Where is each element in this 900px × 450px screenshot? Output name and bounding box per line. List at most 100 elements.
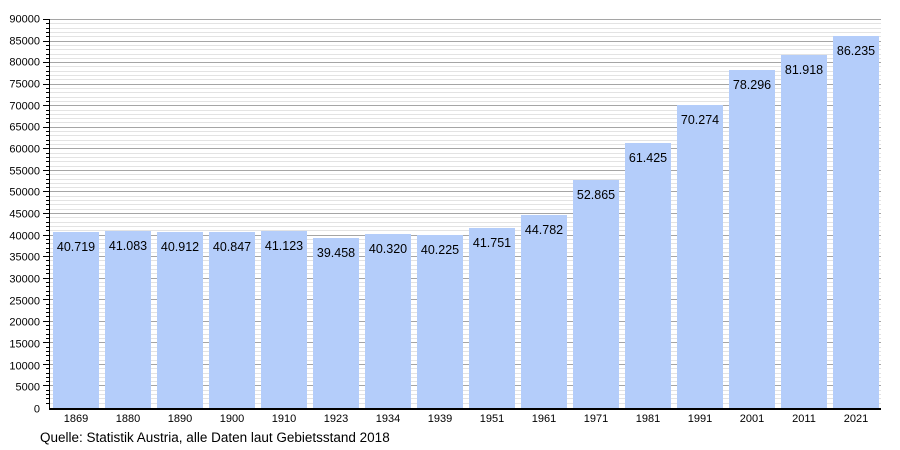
y-axis-tick — [43, 62, 50, 64]
y-axis-tick — [46, 165, 50, 167]
bar-slot: 78.296 2001 — [726, 20, 778, 425]
y-axis-tick — [46, 113, 50, 115]
y-axis-tick — [46, 178, 50, 180]
y-axis-tick — [43, 256, 50, 258]
y-axis-tick-label: 40000 — [9, 230, 40, 243]
y-axis-tick — [46, 92, 50, 94]
y-axis-tick-label: 30000 — [9, 273, 40, 286]
x-axis-tick-label: 1981 — [635, 413, 661, 425]
y-axis-tick — [43, 191, 50, 193]
y-axis-tick — [46, 273, 50, 275]
y-axis-tick — [46, 118, 50, 120]
bar-value-label: 40.912 — [160, 239, 200, 254]
x-axis-tick-label: 1910 — [271, 413, 297, 425]
y-axis-tick — [46, 368, 50, 370]
y-axis-tick — [46, 144, 50, 146]
y-axis-tick — [43, 213, 50, 214]
y-axis-tick — [43, 126, 50, 128]
x-axis-tick-label: 1880 — [115, 413, 141, 425]
y-axis-tick-label: 55000 — [9, 165, 40, 178]
y-axis-tick — [46, 389, 50, 391]
y-axis-tick-label: 85000 — [9, 35, 40, 48]
bar-1880: 41.083 — [105, 230, 151, 408]
y-axis-tick — [46, 57, 50, 59]
y-axis-tick — [46, 316, 50, 318]
bar-value-label: 41.123 — [264, 238, 304, 253]
y-axis-tick-label: 5000 — [15, 381, 40, 394]
y-axis-tick — [46, 79, 50, 81]
x-axis-tick-label: 1951 — [479, 413, 505, 425]
y-axis-tick — [46, 359, 50, 361]
y-axis-tick — [46, 100, 50, 102]
bar-1991: 70.274 — [677, 105, 723, 408]
y-axis-tick — [46, 251, 50, 253]
bar-2001: 78.296 — [729, 70, 775, 408]
x-axis-tick-label: 1869 — [63, 413, 89, 425]
y-axis-tick — [43, 40, 50, 42]
bar-value-label: 41.751 — [472, 236, 512, 251]
y-axis-tick — [46, 27, 50, 29]
y-axis-tick — [46, 182, 50, 184]
y-axis-tick — [46, 381, 50, 383]
bar-slot: 39.458 1923 — [310, 20, 362, 425]
y-axis-tick — [46, 398, 50, 400]
y-axis-tick — [46, 31, 50, 33]
x-axis-tick-label: 1934 — [375, 413, 401, 425]
x-axis-tick-label: 1923 — [323, 413, 349, 425]
y-axis-tick — [46, 66, 50, 68]
x-axis-tick-label: 2011 — [792, 413, 816, 425]
x-axis-tick-label: 1890 — [167, 413, 193, 425]
bar-1869: 40.719 — [53, 232, 99, 408]
bar-1923: 39.458 — [313, 237, 359, 408]
y-axis-tick — [46, 294, 50, 296]
y-axis-tick — [46, 87, 50, 89]
y-axis-tick — [46, 338, 50, 340]
bar-value-label: 40.719 — [56, 240, 96, 255]
y-axis-tick — [46, 156, 50, 158]
y-axis-tick-label: 65000 — [9, 121, 40, 134]
bar-1971: 52.865 — [573, 180, 619, 408]
bar-slot: 40.847 1900 — [206, 20, 258, 425]
y-axis-tick — [46, 264, 50, 266]
bar-1951: 41.751 — [469, 228, 515, 408]
bar-slot: 70.274 1991 — [674, 20, 726, 425]
y-axis-tick — [46, 36, 50, 38]
y-axis-tick — [46, 394, 50, 396]
bar-slot: 40.719 1869 — [50, 20, 102, 425]
bar-slot: 41.751 1951 — [466, 20, 518, 425]
y-axis-tick — [46, 96, 50, 98]
y-axis-tick-label: 15000 — [9, 338, 40, 351]
y-axis-tick — [46, 286, 50, 288]
y-axis-tick — [46, 376, 50, 378]
bar-value-label: 40.847 — [212, 239, 252, 254]
bar-2011: 81.918 — [781, 54, 827, 408]
y-axis-tick — [46, 195, 50, 197]
bar-slot: 40.225 1939 — [414, 20, 466, 425]
y-axis-tick-label: 50000 — [9, 186, 40, 199]
bar-slot: 61.425 1981 — [622, 20, 674, 425]
y-axis-tick-label: 90000 — [9, 13, 40, 26]
y-axis-tick — [46, 75, 50, 77]
y-axis-tick — [46, 217, 50, 219]
y-axis-tick-label: 35000 — [9, 251, 40, 264]
x-axis-tick-label: 1991 — [687, 413, 713, 425]
bar-slot: 40.912 1890 — [154, 20, 206, 425]
y-axis-tick — [46, 208, 50, 210]
bar-value-label: 40.225 — [420, 242, 460, 257]
y-axis-tick — [46, 350, 50, 352]
y-axis-tick — [46, 243, 50, 245]
bar-1910: 41.123 — [261, 230, 307, 408]
y-axis-tick — [43, 105, 50, 107]
bar-value-label: 86.235 — [836, 44, 876, 59]
bar-value-label: 39.458 — [316, 245, 356, 260]
y-axis-tick — [43, 320, 50, 322]
y-axis-tick — [46, 307, 50, 309]
y-axis-tick — [46, 204, 50, 206]
x-axis-tick-label: 2001 — [739, 413, 765, 425]
bar-slot: 86.235 2021 — [830, 20, 882, 425]
y-axis-tick — [46, 355, 50, 357]
bar-1934: 40.320 — [365, 234, 411, 408]
y-axis-tick — [46, 238, 50, 240]
y-axis-tick — [46, 109, 50, 111]
